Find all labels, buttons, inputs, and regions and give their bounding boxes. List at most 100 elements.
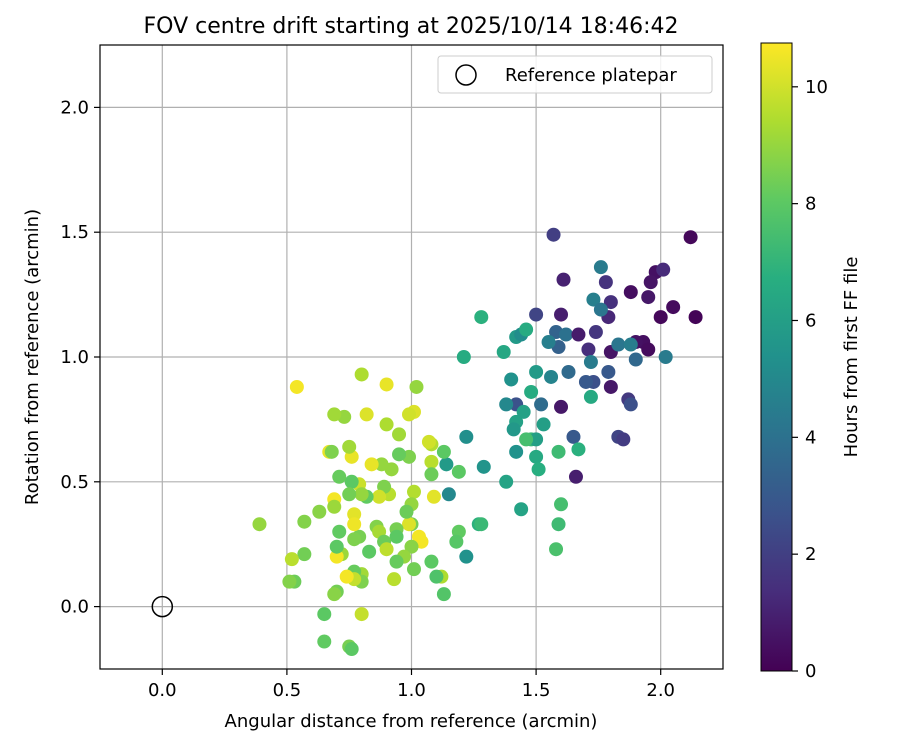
data-point xyxy=(347,517,362,532)
data-point xyxy=(389,554,404,569)
data-point xyxy=(459,549,474,564)
data-point xyxy=(603,295,618,310)
data-point xyxy=(372,489,387,504)
data-point xyxy=(593,302,608,317)
reference-marker-layer xyxy=(151,595,174,618)
data-point xyxy=(504,372,519,387)
x-tick-label: 0.5 xyxy=(273,680,302,701)
data-point xyxy=(611,337,626,352)
data-point xyxy=(566,429,581,444)
data-point xyxy=(449,534,464,549)
data-point xyxy=(588,325,603,340)
data-point xyxy=(541,335,556,350)
data-point xyxy=(364,457,379,472)
data-point xyxy=(379,542,394,557)
data-point xyxy=(593,260,608,275)
data-point xyxy=(554,399,569,414)
y-tick-label: 0.0 xyxy=(60,597,89,618)
x-axis-label: Angular distance from reference (arcmin) xyxy=(225,711,598,732)
data-point xyxy=(354,367,369,382)
data-point xyxy=(516,404,531,419)
data-point xyxy=(317,634,332,649)
data-point xyxy=(411,529,426,544)
x-tick-label: 1.5 xyxy=(522,680,551,701)
x-tick-label: 1.0 xyxy=(397,680,426,701)
data-point xyxy=(688,310,703,325)
data-point xyxy=(524,384,539,399)
data-point xyxy=(354,607,369,622)
data-point xyxy=(297,514,312,529)
colorbar-tick-label: 6 xyxy=(805,310,816,331)
data-point xyxy=(404,539,419,554)
data-point xyxy=(344,474,359,489)
data-point xyxy=(554,307,569,322)
data-point xyxy=(327,499,342,514)
data-point xyxy=(424,467,439,482)
data-point xyxy=(496,345,511,360)
data-point xyxy=(332,524,347,539)
data-point xyxy=(499,397,514,412)
data-point xyxy=(379,377,394,392)
data-point xyxy=(554,497,569,512)
data-point xyxy=(666,300,681,315)
data-point xyxy=(531,462,546,477)
colorbar: 0 2 4 6 8 10 Hours from first FF file xyxy=(760,42,862,682)
data-point xyxy=(342,439,357,454)
data-point xyxy=(282,574,297,589)
data-point xyxy=(601,364,616,379)
data-point xyxy=(556,272,571,287)
data-point xyxy=(653,310,668,325)
data-point xyxy=(529,449,544,464)
data-point xyxy=(354,487,369,502)
legend: Reference platepar xyxy=(437,55,713,94)
data-point xyxy=(578,374,593,389)
colorbar-label: Hours from first FF file xyxy=(841,257,862,458)
data-point xyxy=(529,364,544,379)
data-point xyxy=(344,642,359,657)
data-point xyxy=(429,569,444,584)
data-point xyxy=(623,337,638,352)
data-point xyxy=(324,444,339,459)
data-point xyxy=(297,547,312,562)
data-point xyxy=(374,457,389,472)
data-point xyxy=(426,489,441,504)
data-point xyxy=(402,407,417,422)
data-point xyxy=(339,569,354,584)
colorbar-tick-label: 2 xyxy=(805,544,816,565)
data-point xyxy=(347,507,362,522)
data-point xyxy=(571,442,586,457)
data-point xyxy=(583,354,598,369)
data-point xyxy=(329,539,344,554)
data-point xyxy=(317,607,332,622)
y-tick-label: 0.5 xyxy=(60,472,89,493)
data-point xyxy=(616,432,631,447)
data-point xyxy=(476,459,491,474)
data-point xyxy=(399,504,414,519)
data-point xyxy=(586,292,601,307)
x-axis: 0.0 0.5 1.0 1.5 2.0 xyxy=(148,669,675,701)
colorbar-tick-label: 0 xyxy=(805,661,816,682)
data-point xyxy=(683,230,698,245)
data-point xyxy=(409,379,424,394)
data-point xyxy=(549,542,564,557)
y-axis-label: Rotation from reference (arcmin) xyxy=(22,209,43,505)
data-point xyxy=(583,389,598,404)
data-point xyxy=(451,464,466,479)
colorbar-ticks: 0 2 4 6 8 10 xyxy=(792,77,828,682)
data-point xyxy=(289,379,304,394)
legend-label-reference: Reference platepar xyxy=(505,65,677,86)
data-point xyxy=(329,549,344,564)
data-point xyxy=(284,552,299,567)
colorbar-tick-label: 8 xyxy=(805,194,816,215)
data-point xyxy=(641,290,656,305)
data-point xyxy=(347,532,362,547)
data-point xyxy=(598,275,613,290)
data-point xyxy=(456,350,471,364)
data-point xyxy=(327,407,342,422)
data-point xyxy=(441,487,456,502)
data-point xyxy=(561,364,576,379)
data-point xyxy=(559,327,574,342)
data-point xyxy=(392,427,407,442)
data-point xyxy=(421,434,436,449)
data-point xyxy=(514,502,529,517)
